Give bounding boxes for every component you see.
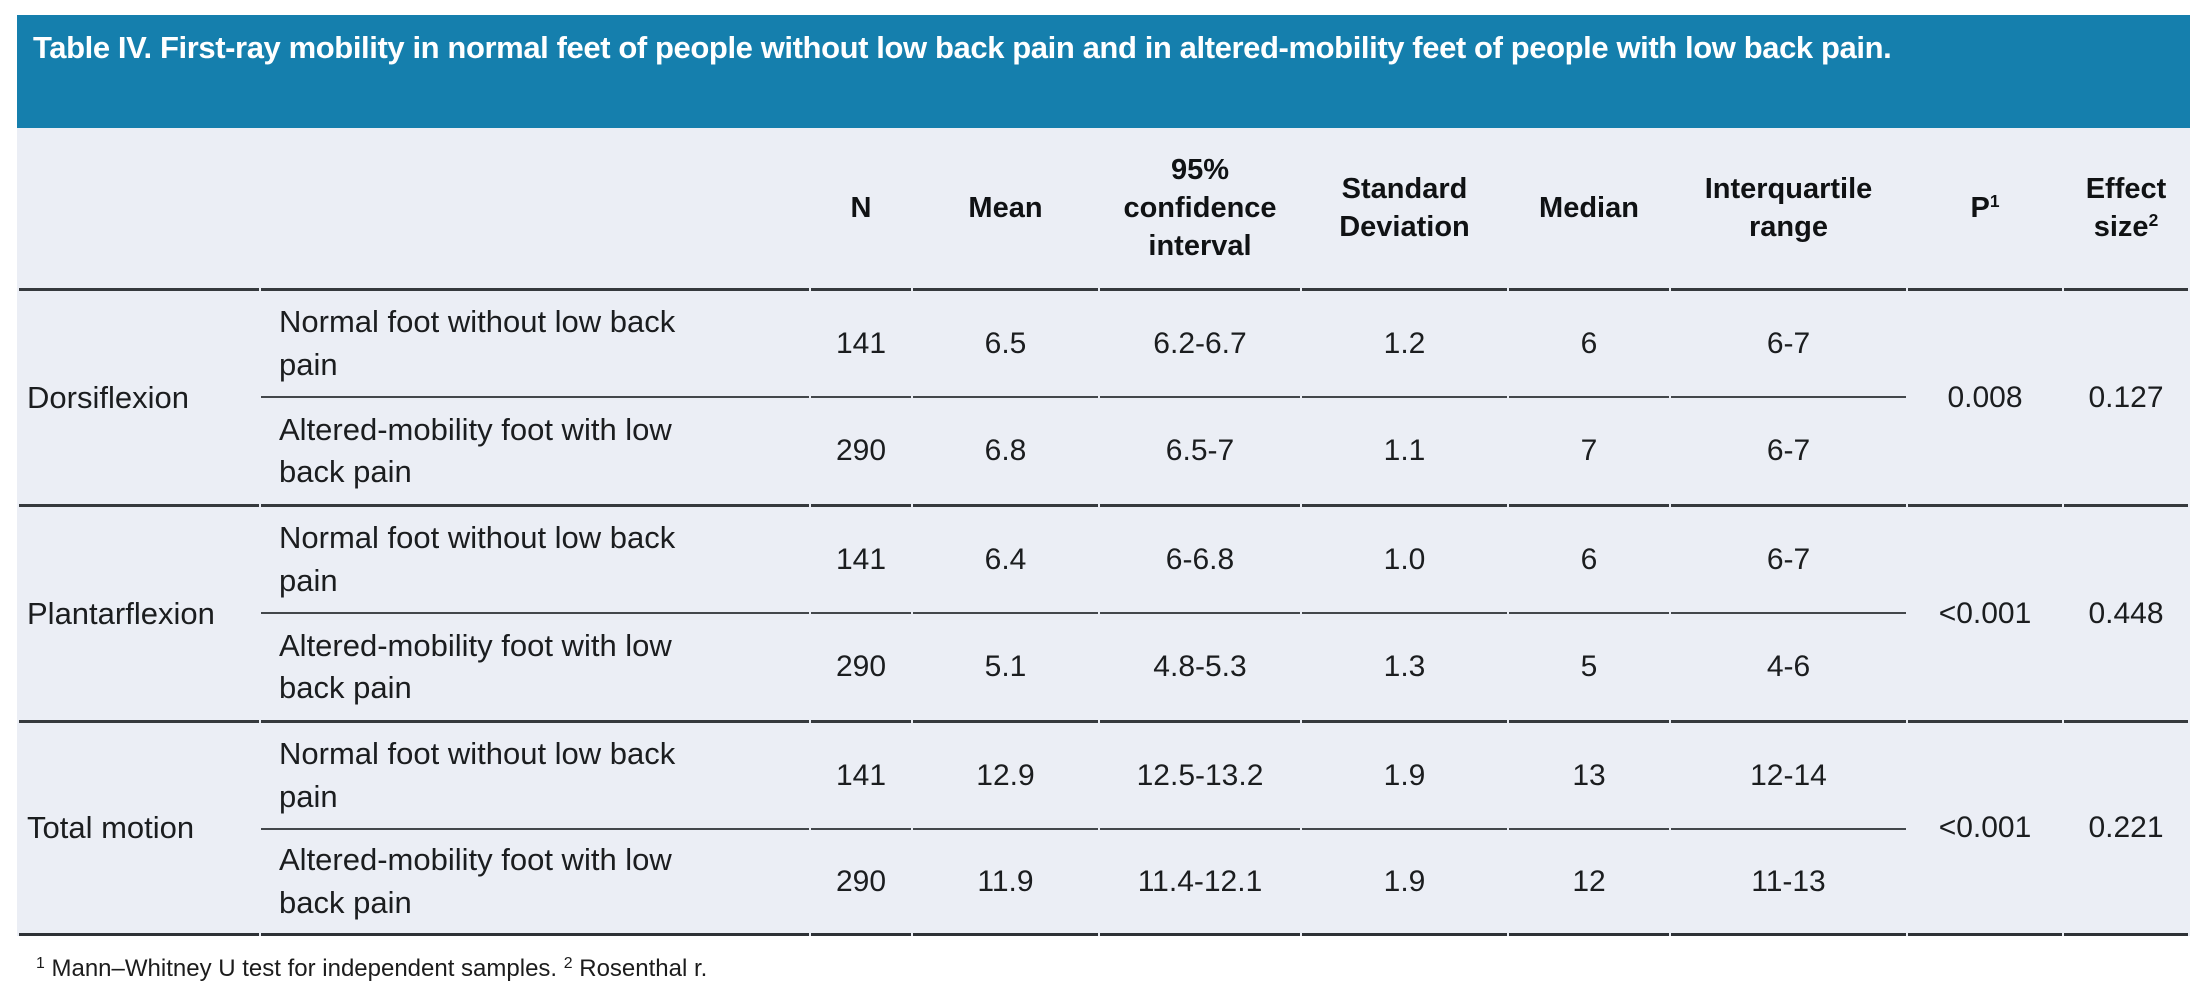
table-row: Altered-mobility foot with low back pain…: [19, 396, 2188, 504]
cell-median: 12: [1509, 828, 1669, 936]
footnote-text-1: Mann–Whitney U test for independent samp…: [51, 955, 558, 982]
column-header-standard-deviation: Standard Deviation: [1339, 172, 1470, 243]
cell-effect-size: 0.448: [2064, 504, 2188, 720]
row-description: Normal foot without low back pain: [261, 720, 809, 828]
cell-interquartile-range: 6-7: [1671, 396, 1906, 504]
cell-n: 290: [811, 612, 911, 720]
cell-confidence-interval: 12.5-13.2: [1100, 720, 1300, 828]
column-header-group-spacer: [19, 128, 259, 288]
table-row: Plantarflexion Normal foot without low b…: [19, 504, 2188, 631]
column-header-row: N Mean 95% confidence interval Standard …: [19, 128, 2188, 288]
row-description: Normal foot without low back pain: [261, 288, 809, 396]
cell-mean: 6.5: [913, 288, 1098, 396]
column-header-p: P1: [1908, 128, 2062, 288]
effect-size-header-label: Effect size: [2085, 172, 2167, 243]
cell-median: 7: [1509, 396, 1669, 504]
cell-standard-deviation: 1.2: [1302, 288, 1507, 396]
cell-n: 290: [811, 828, 911, 936]
cell-mean: 5.1: [913, 612, 1098, 720]
cell-effect-size: 0.127: [2064, 288, 2188, 504]
column-header-confidence-interval: 95% confidence interval: [1123, 153, 1277, 263]
cell-n: 141: [811, 720, 911, 828]
cell-median: 13: [1509, 720, 1669, 828]
footnote-text-2: Rosenthal r.: [579, 955, 708, 982]
cell-p-value: <0.001: [1908, 504, 2062, 720]
row-description: Normal foot without low back pain: [261, 504, 809, 612]
table-row: Altered-mobility foot with low back pain…: [19, 612, 2188, 720]
row-group-label-total-motion: Total motion: [19, 720, 259, 936]
cell-mean: 6.4: [913, 504, 1098, 612]
cell-n: 141: [811, 504, 911, 612]
cell-interquartile-range: 6-7: [1671, 288, 1906, 396]
column-header-description-spacer: [261, 128, 809, 288]
cell-standard-deviation: 1.9: [1302, 828, 1507, 936]
cell-interquartile-range: 11-13: [1671, 828, 1906, 936]
p-header-label: P: [1970, 191, 1990, 224]
cell-n: 290: [811, 396, 911, 504]
cell-mean: 11.9: [913, 828, 1098, 936]
p-header-superscript: 1: [1989, 191, 2000, 212]
cell-n: 141: [811, 288, 911, 396]
cell-confidence-interval: 6.5-7: [1100, 396, 1300, 504]
column-header-median: Median: [1539, 191, 1639, 224]
table-row: Altered-mobility foot with low back pain…: [19, 828, 2188, 936]
cell-interquartile-range: 4-6: [1671, 612, 1906, 720]
table-row: Total motion Normal foot without low bac…: [19, 720, 2188, 936]
column-header-interquartile-range: Interquartile range: [1704, 172, 1873, 243]
row-group-label-plantarflexion: Plantarflexion: [19, 504, 259, 720]
effect-size-header-superscript: 2: [2148, 210, 2159, 231]
cell-standard-deviation: 1.0: [1302, 504, 1507, 612]
table-title: Table IV. First-ray mobility in normal f…: [33, 30, 1892, 65]
cell-median: 6: [1509, 504, 1669, 612]
table-row: Dorsiflexion Normal foot without low bac…: [19, 288, 2188, 415]
mobility-table: N Mean 95% confidence interval Standard …: [17, 128, 2190, 936]
cell-confidence-interval: 11.4-12.1: [1100, 828, 1300, 936]
cell-p-value: <0.001: [1908, 720, 2062, 936]
cell-effect-size: 0.221: [2064, 720, 2188, 936]
table-title-bar: Table IV. First-ray mobility in normal f…: [17, 15, 2190, 128]
column-header-effect-size: Effect size2: [2064, 128, 2188, 288]
row-description: Altered-mobility foot with low back pain: [261, 612, 809, 720]
footnote: 1 Mann–Whitney U test for independent sa…: [36, 955, 707, 983]
cell-confidence-interval: 6.2-6.7: [1100, 288, 1300, 396]
footnote-marker-2: 2: [563, 955, 573, 973]
column-header-mean: Mean: [968, 191, 1043, 224]
cell-standard-deviation: 1.1: [1302, 396, 1507, 504]
cell-mean: 6.8: [913, 396, 1098, 504]
column-header-n: N: [850, 191, 872, 224]
cell-median: 5: [1509, 612, 1669, 720]
cell-interquartile-range: 12-14: [1671, 720, 1906, 828]
row-description: Altered-mobility foot with low back pain: [261, 828, 809, 936]
cell-median: 6: [1509, 288, 1669, 396]
cell-standard-deviation: 1.9: [1302, 720, 1507, 828]
cell-interquartile-range: 6-7: [1671, 504, 1906, 612]
cell-confidence-interval: 6-6.8: [1100, 504, 1300, 612]
row-group-label-dorsiflexion: Dorsiflexion: [19, 288, 259, 504]
row-description: Altered-mobility foot with low back pain: [261, 396, 809, 504]
cell-confidence-interval: 4.8-5.3: [1100, 612, 1300, 720]
cell-p-value: 0.008: [1908, 288, 2062, 504]
cell-standard-deviation: 1.3: [1302, 612, 1507, 720]
cell-mean: 12.9: [913, 720, 1098, 828]
footnote-marker-1: 1: [36, 955, 45, 973]
